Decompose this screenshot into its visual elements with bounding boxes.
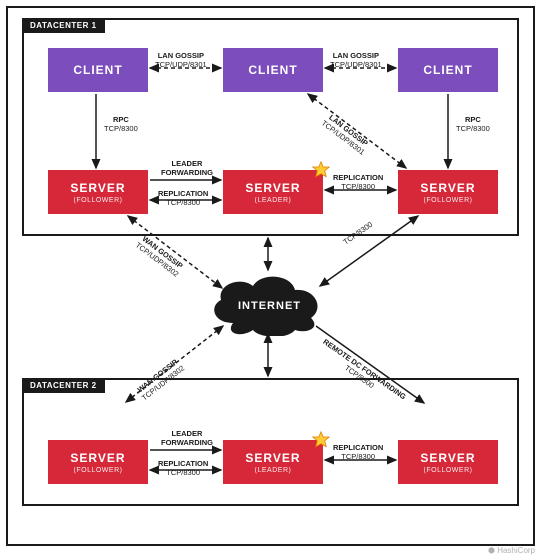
dc1-label: DATACENTER 1	[22, 18, 105, 33]
node-subtitle: (FOLLOWER)	[424, 197, 473, 204]
server-6-follower: SERVER (FOLLOWER)	[398, 440, 498, 484]
client-2: CLIENT	[223, 48, 323, 92]
lbl-replication-12: REPLICATIONTCP/8300	[158, 190, 208, 207]
node-title: SERVER	[420, 451, 475, 465]
client-1: CLIENT	[48, 48, 148, 92]
node-title: SERVER	[420, 181, 475, 195]
lbl-rpc-right: RPCTCP/8300	[456, 116, 490, 133]
lbl-leader-fwd2: LEADERFORWARDING	[161, 430, 213, 447]
lbl-replication-45: REPLICATIONTCP/8300	[158, 460, 208, 477]
lbl-lan-gossip-23: LAN GOSSIPTCP/UDP/8301	[330, 52, 382, 69]
lbl-replication-56: REPLICATIONTCP/8300	[333, 444, 383, 461]
watermark: ⬢ HashiCorp	[488, 546, 535, 555]
diagram-frame: DATACENTER 1 CLIENT CLIENT CLIENT SERVER…	[6, 6, 535, 546]
server-2-leader: SERVER (LEADER)	[223, 170, 323, 214]
server-3-follower: SERVER (FOLLOWER)	[398, 170, 498, 214]
node-title: CLIENT	[423, 63, 472, 77]
node-title: CLIENT	[73, 63, 122, 77]
server-5-leader: SERVER (LEADER)	[223, 440, 323, 484]
lbl-leader-fwd1: LEADERFORWARDING	[161, 160, 213, 177]
lbl-rpc-left: RPCTCP/8300	[104, 116, 138, 133]
lbl-replication-23: REPLICATIONTCP/8300	[333, 174, 383, 191]
node-subtitle: (FOLLOWER)	[74, 197, 123, 204]
node-subtitle: (LEADER)	[255, 467, 292, 474]
node-title: SERVER	[70, 451, 125, 465]
lbl-wan-gossip1: WAN GOSSIPTCP/UDP/8302	[134, 234, 186, 279]
client-3: CLIENT	[398, 48, 498, 92]
node-subtitle: (FOLLOWER)	[424, 467, 473, 474]
server-4-follower: SERVER (FOLLOWER)	[48, 440, 148, 484]
server-1-follower: SERVER (FOLLOWER)	[48, 170, 148, 214]
node-title: SERVER	[70, 181, 125, 195]
node-title: SERVER	[245, 181, 300, 195]
node-title: SERVER	[245, 451, 300, 465]
node-title: CLIENT	[248, 63, 297, 77]
lbl-lan-gossip-12: LAN GOSSIPTCP/UDP/8301	[155, 52, 207, 69]
node-subtitle: (FOLLOWER)	[74, 467, 123, 474]
dc2-label: DATACENTER 2	[22, 378, 105, 393]
internet-label: INTERNET	[238, 300, 301, 312]
node-subtitle: (LEADER)	[255, 197, 292, 204]
